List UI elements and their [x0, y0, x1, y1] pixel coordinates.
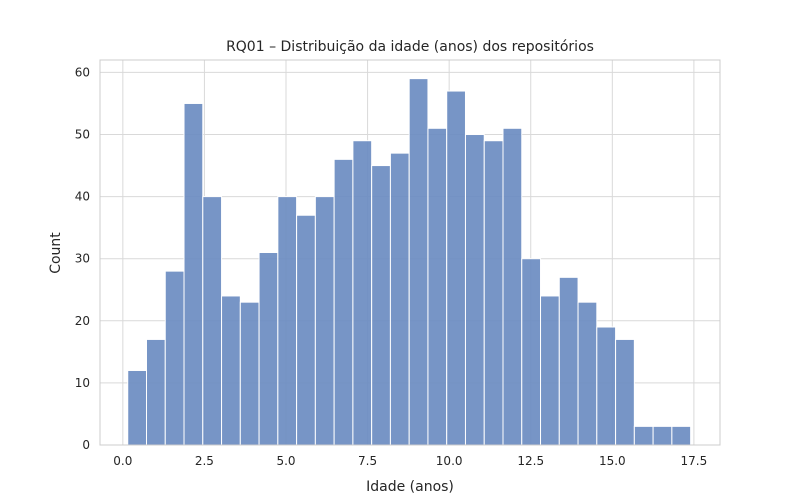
histogram-bar — [296, 214, 316, 446]
x-tick-label: 15.0 — [599, 454, 626, 468]
y-tick-label: 30 — [75, 252, 90, 266]
histogram-bar — [164, 270, 185, 446]
histogram-bar — [502, 127, 523, 446]
y-tick-label: 0 — [82, 438, 90, 452]
x-tick-label: 0.0 — [113, 454, 132, 468]
x-tick-label: 17.5 — [681, 454, 708, 468]
histogram-bar — [671, 425, 692, 446]
histogram-bar — [352, 140, 373, 446]
histogram-bar — [596, 326, 617, 446]
x-tick-label: 2.5 — [195, 454, 214, 468]
histogram-bar — [314, 196, 335, 446]
y-tick-label: 10 — [75, 376, 90, 390]
y-tick-labels: 0 10 20 30 40 50 60 — [75, 65, 90, 452]
histogram-bar — [183, 102, 204, 446]
histogram-bar — [127, 369, 147, 446]
histogram-bars — [127, 78, 692, 446]
y-tick-label: 40 — [75, 190, 90, 204]
plot-frame — [99, 59, 721, 446]
histogram-bar — [540, 295, 560, 446]
histogram-bar — [202, 196, 223, 446]
histogram-bar — [239, 301, 260, 446]
histogram-bar — [577, 301, 598, 446]
histogram-bar — [427, 127, 448, 446]
y-tick-label: 50 — [75, 128, 90, 142]
histogram-bar — [146, 338, 166, 446]
histogram-bar — [258, 252, 279, 446]
histogram-bar — [389, 152, 410, 446]
histogram-bar — [483, 140, 504, 446]
y-tick-label: 60 — [75, 65, 90, 79]
histogram-bar — [277, 196, 298, 446]
histogram-bar — [633, 425, 654, 446]
x-tick-label: 12.5 — [517, 454, 544, 468]
y-axis-label: Count — [48, 232, 64, 274]
histogram-bar — [652, 425, 673, 446]
histogram-bar — [615, 338, 635, 446]
histogram-bar — [333, 158, 354, 446]
histogram-bar — [464, 134, 485, 446]
histogram-bar — [558, 276, 579, 446]
histogram-bar — [371, 165, 391, 446]
x-tick-labels: 0.0 2.5 5.0 7.5 10.0 12.5 15.0 17.5 — [113, 454, 707, 468]
histogram-bar — [221, 295, 241, 446]
histogram-bar — [521, 258, 542, 446]
histogram-bar — [446, 90, 466, 446]
y-tick-label: 20 — [75, 314, 90, 328]
x-tick-label: 10.0 — [436, 454, 463, 468]
x-axis-label: Idade (anos) — [366, 479, 454, 495]
x-tick-label: 7.5 — [358, 454, 377, 468]
chart-title: RQ01 – Distribuição da idade (anos) dos … — [226, 39, 594, 55]
x-tick-label: 5.0 — [276, 454, 295, 468]
histogram-bar — [408, 78, 429, 446]
